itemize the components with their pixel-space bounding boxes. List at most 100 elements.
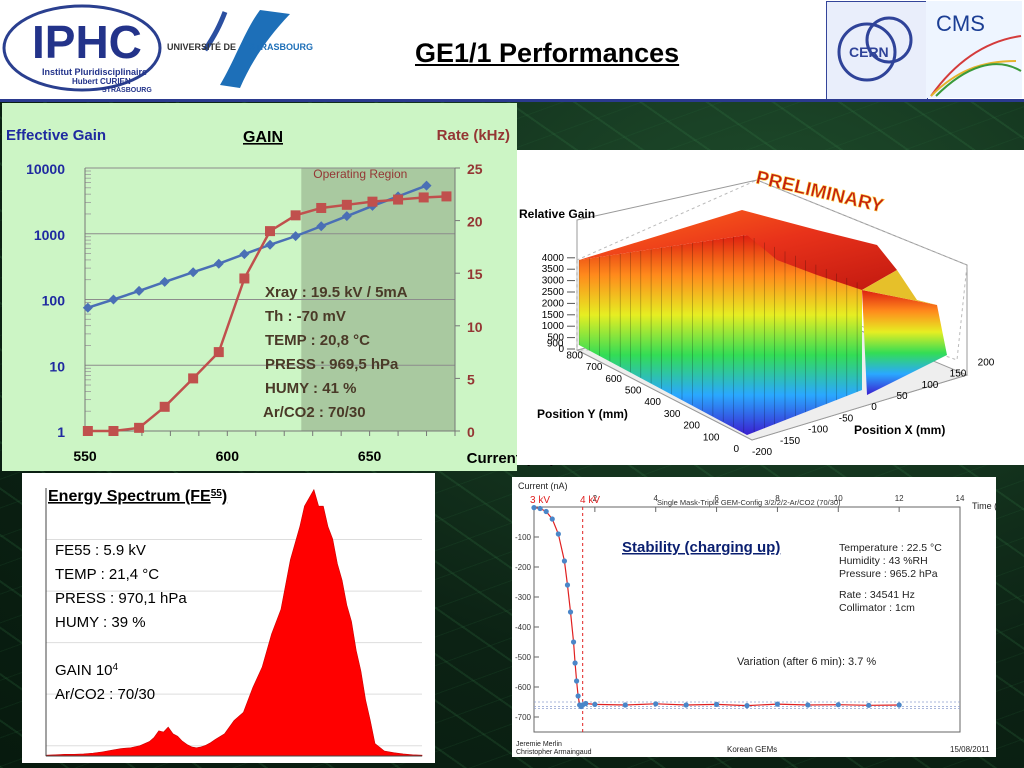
preliminary-stamp: PRELIMINARY: [754, 167, 886, 217]
stability-chart: -100 -200 -300 -400 -500 -600 -700 2 4 6 8 10 12 14 Cu…: [515, 481, 996, 756]
gain-point: [213, 258, 224, 269]
y2-tick-label: 20: [467, 214, 483, 230]
spectrum-info-line: TEMP : 21,4 °C: [55, 566, 159, 583]
gain-info-line: HUMY : 41 %: [265, 380, 356, 397]
rate-point: [239, 273, 250, 284]
svg-text:UNIVERSITÉ DE: UNIVERSITÉ DE: [167, 42, 236, 52]
z-tick-label: 500: [547, 333, 564, 344]
rate-point: [316, 202, 327, 213]
stab-footer-author1: Jeremie Merlin: [516, 741, 562, 748]
gain-point: [159, 276, 170, 287]
gain-chart: Operating Region 1 10 100 1000 10000 0 5 10 15 20 2…: [6, 127, 555, 467]
y2-axis-title: Rate (kHz): [437, 127, 510, 144]
gain-info-line: Ar/CO2 : 70/30: [263, 404, 366, 421]
spectrum-title: Energy Spectrum (FE55): [48, 488, 227, 506]
stab-point: [567, 609, 574, 615]
x-tick-label-3d: -50: [839, 413, 854, 424]
rate-point: [265, 226, 275, 237]
gain-point: [134, 285, 145, 296]
gain-point: [341, 211, 352, 222]
y-tick-label-3d: 200: [683, 421, 700, 432]
gain-chart-title: GAIN: [243, 129, 283, 146]
x-tick-label-3d: 150: [950, 369, 967, 380]
stab-point: [531, 505, 537, 511]
stab-point: [866, 702, 872, 708]
y2-tick-label: 0: [467, 424, 475, 440]
z-tick-label: 3500: [542, 264, 565, 275]
gain-info-line: TEMP : 20,8 °C: [265, 332, 370, 349]
y-tick-label-3d: 100: [703, 432, 720, 443]
iphc-logo: IPHC Institut Pluridisciplinaire Hubert …: [2, 4, 162, 94]
stab-point: [570, 639, 577, 645]
stab-stat-line: Humidity : 43 %RH: [839, 555, 928, 567]
stab-footer-author2: Christopher Armaingaud: [516, 749, 592, 756]
y-tick-label-3d: 300: [664, 409, 681, 420]
operating-region-label: Operating Region: [313, 167, 407, 181]
stab-y-tick-label: -200: [515, 563, 532, 572]
y-tick-label-3d: 400: [644, 397, 661, 408]
marker-label-4kv: 4 kV: [580, 495, 600, 506]
stab-y-tick-label: -500: [515, 653, 532, 662]
x-tick-label-3d: 0: [871, 402, 877, 413]
stab-variation-text: Variation (after 6 min): 3.7 %: [737, 656, 876, 668]
stab-point: [549, 516, 555, 522]
rate-point: [418, 192, 429, 203]
rate-point: [188, 373, 199, 384]
map-step-surface: [862, 270, 937, 305]
stab-point: [713, 701, 720, 707]
z-tick-label: 1500: [542, 310, 565, 321]
map-backplane: [576, 179, 968, 361]
stab-point: [835, 702, 841, 708]
stab-x-tick-label: 14: [956, 494, 965, 503]
gain-info-line: Xray : 19.5 kV / 5mA: [265, 284, 408, 301]
spectrum-info-line: PRESS : 970,1 hPa: [55, 590, 187, 607]
rate-point: [108, 426, 119, 436]
svg-text:STRASBOURG: STRASBOURG: [102, 87, 152, 94]
y-tick-label: 100: [42, 293, 66, 309]
map-top-surface-fill: [579, 210, 897, 290]
x-tick-label: 550: [73, 448, 97, 464]
gain-point: [108, 294, 119, 305]
y-tick-label: 1: [57, 424, 65, 440]
z-tick-label: 3000: [542, 276, 565, 287]
stab-x-tick-label: 12: [895, 494, 904, 503]
stab-point: [561, 558, 568, 564]
x-tick-label-3d: 200: [978, 357, 995, 368]
x-tick-label-3d: 50: [896, 391, 908, 402]
x-tick-label-3d: -150: [780, 436, 800, 447]
stab-point: [572, 660, 578, 666]
y-tick-label-3d: 900: [547, 339, 564, 350]
x-tick-label: 650: [358, 448, 382, 464]
stability-annotation-title: Stability (charging up): [622, 539, 780, 556]
gain-point: [82, 302, 93, 313]
y-axis-title-3d: Position Y (mm): [537, 407, 628, 421]
stab-x-tick-label: 8: [775, 494, 780, 503]
z-tick-label: 2500: [542, 287, 565, 298]
spectrum-info-line: FE55 : 5.9 kV: [55, 542, 146, 559]
gain-info-line: PRESS : 969,5 hPa: [265, 356, 399, 373]
x-tick-label: 600: [216, 448, 240, 464]
y-tick-label: 1000: [34, 227, 65, 243]
stab-footer-date: 15/08/2011: [950, 745, 990, 754]
svg-text:Institut Pluridisciplinaire: Institut Pluridisciplinaire: [42, 67, 147, 77]
svg-text:Hubert CURIEN: Hubert CURIEN: [72, 77, 131, 86]
svg-text:STRASBOURG: STRASBOURG: [249, 42, 313, 52]
stab-point: [744, 703, 750, 709]
stab-stat-line: Pressure : 965.2 hPa: [839, 568, 938, 580]
stab-point: [537, 505, 543, 512]
spectrum-gas-label: Ar/CO2 : 70/30: [55, 686, 155, 703]
stab-point: [896, 702, 902, 708]
gain-info-line: Th : -70 mV: [265, 308, 346, 325]
stab-point: [543, 508, 549, 515]
y2-tick-label: 10: [467, 319, 483, 335]
rate-point: [213, 347, 224, 358]
spectrum-gain-label: GAIN 104: [55, 662, 119, 680]
stab-point: [805, 702, 811, 708]
y-tick-label-3d: 700: [586, 362, 603, 373]
svg-text:IPHC: IPHC: [32, 16, 142, 68]
gain-point: [290, 231, 301, 242]
z-tick-label: 2000: [542, 298, 565, 309]
z-tick-label: 1000: [542, 321, 565, 332]
slide-header: IPHC Institut Pluridisciplinaire Hubert …: [0, 0, 1024, 100]
